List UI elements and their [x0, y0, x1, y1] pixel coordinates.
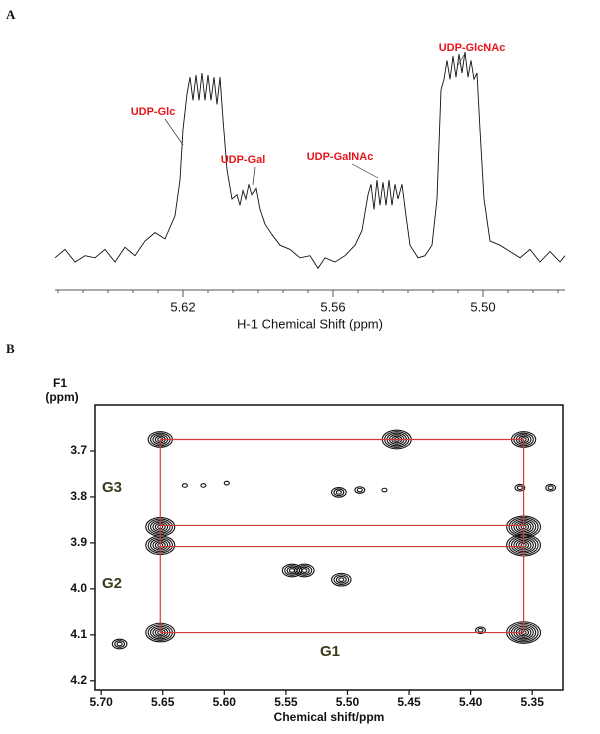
- contour-ring: [475, 626, 486, 635]
- x-tick-label: 5.35: [521, 695, 545, 709]
- x-tick-label: 5.50: [336, 695, 360, 709]
- contour-ring: [301, 568, 308, 573]
- contour-ring: [298, 566, 310, 575]
- contour-ring: [114, 640, 126, 648]
- x-tick-label: 5.55: [274, 695, 298, 709]
- group-label: G2: [102, 575, 122, 592]
- annotation-leader: [457, 54, 465, 66]
- contour-ring: [223, 480, 230, 486]
- group-label: G1: [320, 643, 340, 660]
- x-tick-label: 5.40: [459, 695, 483, 709]
- contour-ring: [477, 627, 484, 633]
- contour-ring: [545, 483, 557, 492]
- y-tick-label: 3.7: [70, 443, 87, 457]
- contour-ring: [289, 568, 296, 573]
- x-tick-label: 5.70: [89, 695, 113, 709]
- x-tick-label: 5.45: [397, 695, 421, 709]
- peak-annotation: UDP-Gal: [221, 154, 266, 166]
- contour-ring: [356, 487, 363, 493]
- contour-ring: [547, 485, 554, 491]
- contour-ring: [514, 483, 526, 492]
- contour-ring: [294, 563, 315, 578]
- peak-annotation: UDP-GalNAc: [307, 151, 374, 163]
- annotation-leader: [164, 118, 184, 146]
- group-label: G3: [102, 479, 122, 496]
- contour-ring: [296, 565, 313, 576]
- peak-annotation: UDP-GlcNAc: [439, 42, 506, 54]
- y-tick-label: 4.1: [70, 627, 87, 641]
- contour-ring: [331, 486, 347, 498]
- plot-frame: [94, 404, 564, 691]
- y-axis-label: F1: [53, 376, 67, 390]
- annotation-leader: [351, 163, 379, 179]
- contour-ring: [516, 485, 523, 491]
- x-axis-label: Chemical shift/ppm: [274, 710, 385, 724]
- panel-label: B: [6, 341, 15, 356]
- contour-ring: [338, 577, 345, 583]
- contour-ring: [381, 487, 388, 493]
- x-axis-label: H-1 Chemical Shift (ppm): [237, 316, 383, 331]
- contour-ring: [333, 488, 345, 497]
- y-tick-label: 3.9: [70, 535, 87, 549]
- x-tick-label: 5.65: [151, 695, 175, 709]
- y-tick-label: 4.0: [70, 581, 87, 595]
- x-tick-label: 5.62: [170, 299, 195, 314]
- y-axis-label: (ppm): [45, 390, 78, 404]
- contour-ring: [354, 486, 366, 494]
- x-tick-label: 5.50: [470, 299, 495, 314]
- annotation-leader: [252, 166, 256, 186]
- contour-ring: [181, 483, 188, 488]
- contour-ring: [335, 575, 347, 584]
- contour-ring: [116, 641, 123, 647]
- x-tick-label: 5.60: [213, 695, 237, 709]
- y-tick-label: 3.8: [70, 489, 87, 503]
- spectrum-line: [54, 51, 566, 270]
- contour-ring: [331, 572, 352, 587]
- peak-annotation: UDP-Glc: [131, 106, 176, 118]
- panel-label: A: [6, 7, 16, 22]
- contour-ring: [335, 489, 342, 495]
- contour-ring: [200, 483, 207, 488]
- y-tick-label: 4.2: [70, 673, 87, 687]
- contour-ring: [333, 574, 350, 586]
- contour-ring: [111, 638, 128, 650]
- x-tick-label: 5.56: [320, 299, 345, 314]
